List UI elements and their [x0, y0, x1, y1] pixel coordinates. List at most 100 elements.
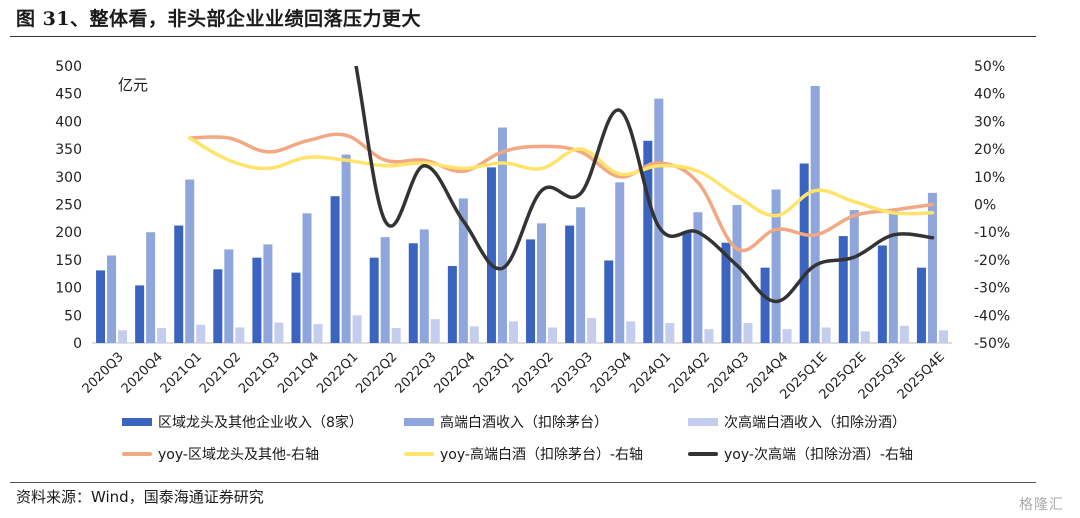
- legend-swatch-s1: [122, 418, 152, 426]
- x-axis-tick-label: 2021Q2: [197, 350, 244, 397]
- bar-series-3: [469, 326, 479, 343]
- bar-series-1: [565, 225, 575, 343]
- bar-series-2: [263, 244, 273, 343]
- right-axis-tick-label: -50%: [974, 336, 1010, 352]
- bar-series-2: [224, 249, 234, 343]
- x-axis-tick-label: 2020Q3: [80, 350, 127, 397]
- x-axis-tick-label: 2023Q2: [510, 350, 557, 397]
- legend-label-s1: 区域龙头及其他企业收入（8家）: [158, 415, 363, 431]
- legend-label-y2: yoy-高端白酒（扣除茅台）-右轴: [440, 447, 643, 463]
- bar-series-3: [313, 324, 323, 343]
- bar-series-2: [146, 232, 156, 343]
- x-axis-tick-label: 2021Q4: [275, 350, 322, 397]
- bar-series-1: [213, 269, 223, 343]
- legend-swatch-y1: [122, 452, 152, 456]
- x-axis-tick-label: 2022Q2: [353, 350, 400, 397]
- legend-item-s1: 区域龙头及其他企业收入（8家）: [122, 412, 363, 432]
- left-axis-unit: 亿元: [118, 76, 149, 94]
- right-axis-tick-label: -20%: [974, 253, 1010, 269]
- bar-series-3: [860, 331, 870, 343]
- bar-series-1: [486, 167, 496, 343]
- x-axis-tick-label: 2022Q4: [432, 350, 479, 397]
- x-axis-tick-label: 2021Q1: [158, 350, 205, 397]
- bar-series-1: [408, 243, 418, 343]
- bar-series-1: [682, 232, 692, 343]
- bar-series-1: [643, 140, 653, 343]
- legend-item-s2: 高端白酒收入（扣除茅台）: [404, 412, 608, 432]
- bar-series-2: [419, 229, 429, 343]
- right-axis-tick-label: -30%: [974, 281, 1010, 297]
- bar-series-2: [888, 208, 898, 343]
- bar-series-3: [821, 327, 831, 343]
- bar-series-3: [782, 329, 792, 343]
- bar-series-3: [743, 323, 753, 343]
- bar-series-2: [185, 179, 195, 343]
- legend-swatch-y2: [404, 452, 434, 456]
- bar-series-3: [391, 328, 401, 343]
- line-series-3: [354, 66, 935, 304]
- left-axis-tick-label: 150: [55, 253, 82, 269]
- x-axis-tick-label: 2024Q3: [705, 350, 752, 397]
- left-axis-tick-label: 100: [55, 281, 82, 297]
- bar-series-1: [369, 257, 379, 343]
- bar-series-1: [330, 196, 340, 343]
- x-axis-tick-label: 2024Q2: [666, 350, 713, 397]
- left-axis-tick-label: 350: [55, 142, 82, 158]
- bar-series-2: [302, 213, 312, 343]
- bar-series-1: [526, 239, 536, 343]
- x-axis-tick-label: 2021Q3: [236, 350, 283, 397]
- bar-series-2: [615, 182, 625, 343]
- bar-series-3: [587, 318, 597, 343]
- bar-series-2: [537, 223, 547, 343]
- bar-series-2: [458, 198, 468, 343]
- bar-series-3: [196, 324, 206, 343]
- bar-series-2: [654, 98, 664, 343]
- bar-series-3: [430, 319, 440, 343]
- left-axis-tick-label: 200: [55, 225, 82, 241]
- bar-series-2: [927, 192, 937, 343]
- bar-series-1: [799, 163, 809, 343]
- bar-series-3: [704, 329, 714, 343]
- right-axis-tick-label: -40%: [974, 308, 1010, 324]
- legend-label-y3: yoy-次高端（扣除汾酒）-右轴: [724, 447, 913, 463]
- left-axis-tick-label: 300: [55, 170, 82, 186]
- bar-series-1: [760, 267, 770, 343]
- legend-label-s2: 高端白酒收入（扣除茅台）: [440, 415, 608, 431]
- bar-series-2: [107, 255, 117, 343]
- left-axis-tick-label: 250: [55, 198, 82, 214]
- left-axis-tick-label: 50: [64, 308, 82, 324]
- legend-item-y3: yoy-次高端（扣除汾酒）-右轴: [688, 444, 913, 464]
- bar-series-3: [938, 330, 948, 343]
- bar-series-1: [174, 225, 184, 343]
- footer-rule: [10, 482, 1036, 483]
- bar-series-2: [810, 85, 820, 343]
- right-axis-tick-label: 10%: [974, 170, 1005, 186]
- x-axis-tick-label: 2022Q1: [314, 350, 361, 397]
- x-axis-tick-label: 2024Q1: [627, 350, 674, 397]
- bar-series-3: [235, 327, 245, 343]
- right-axis-tick-label: 40%: [974, 87, 1005, 103]
- bar-series-1: [135, 285, 145, 343]
- legend-swatch-s2: [404, 418, 434, 426]
- bar-series-3: [157, 328, 167, 343]
- bar-series-1: [916, 267, 926, 343]
- left-axis-tick-label: 400: [55, 114, 82, 130]
- legend-item-s3: 次高端白酒收入（扣除汾酒）: [688, 412, 906, 432]
- bar-series-2: [693, 212, 703, 343]
- right-axis-tick-label: 0%: [974, 198, 996, 214]
- title-rule: [10, 36, 1036, 37]
- bar-series-2: [849, 210, 859, 343]
- left-axis-tick-label: 500: [55, 59, 82, 75]
- figure-title: 图 31、整体看，非头部企业业绩回落压力更大: [16, 8, 422, 30]
- bar-series-2: [576, 207, 586, 343]
- bar-series-1: [252, 257, 262, 343]
- legend-item-y1: yoy-区域龙头及其他-右轴: [122, 444, 319, 464]
- line-series-1: [187, 132, 935, 253]
- bar-series-3: [508, 321, 518, 343]
- bar-series-1: [877, 245, 887, 343]
- bar-series-2: [732, 205, 742, 343]
- bar-series-1: [721, 242, 731, 343]
- x-axis-tick-label: 2022Q3: [392, 350, 439, 397]
- x-axis-tick-label: 2023Q1: [471, 350, 518, 397]
- left-axis-tick-label: 450: [55, 87, 82, 103]
